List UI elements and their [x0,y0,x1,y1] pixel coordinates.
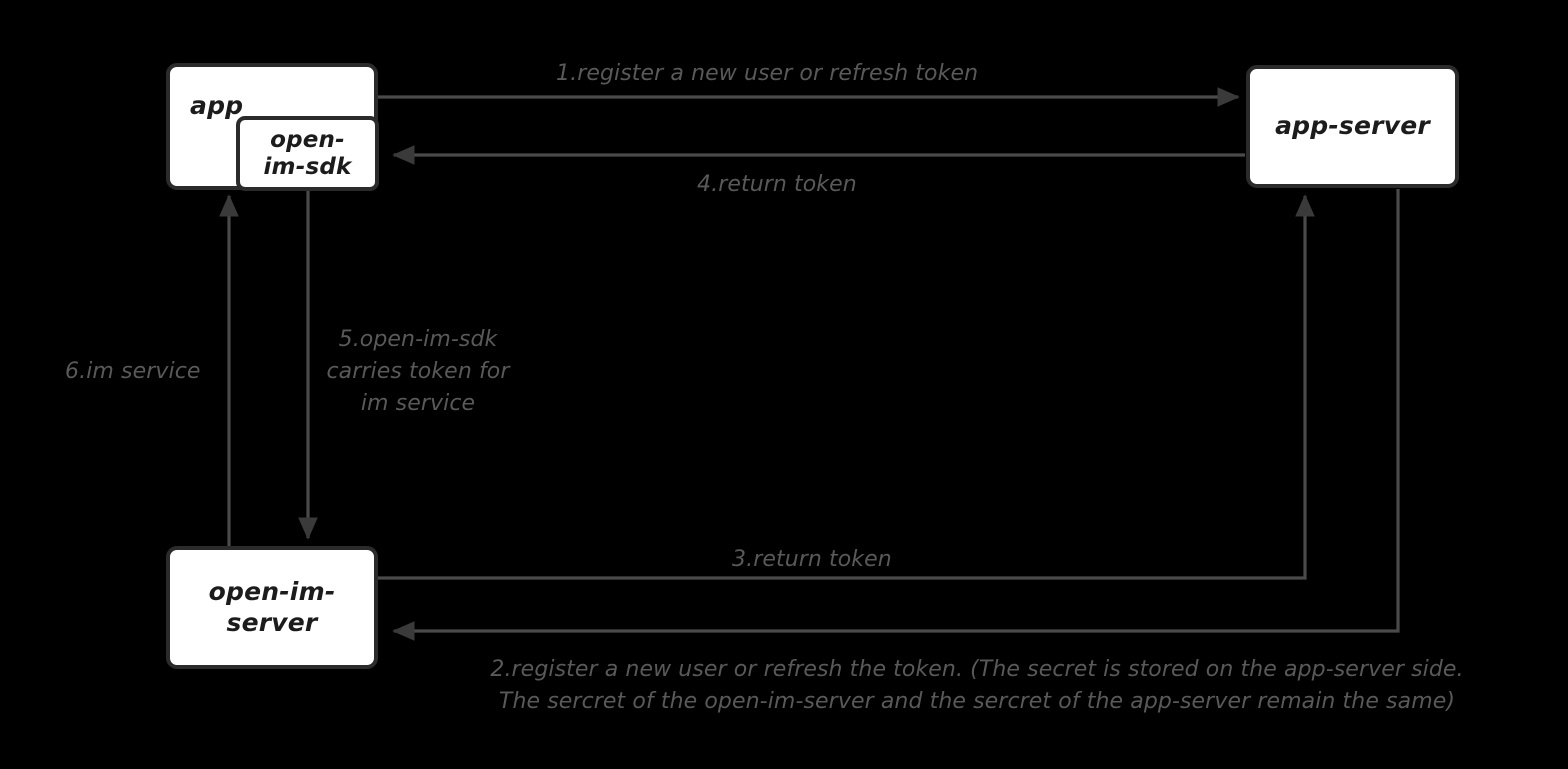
node-app-label: app [190,91,244,120]
node-app-server-label: app-server [1275,111,1430,141]
edge-4-label: 4.return token [697,172,857,197]
edge-5-label: 5.open-im-sdk carries token for im servi… [326,327,510,416]
node-open-im-sdk[interactable]: open- im-sdk [236,116,379,191]
edge-3-return-token [378,194,1315,580]
edge-1-label: 1.register a new user or refresh token [556,61,979,86]
edge-6-label: 6.im service [65,359,201,384]
node-app-server[interactable]: app-server [1246,65,1459,188]
edge-2-label: 2.register a new user or refresh the tok… [490,657,1464,714]
node-open-im-server[interactable]: open-im- server [166,546,378,669]
edge-3-label: 3.return token [732,547,892,572]
node-open-im-server-label: open-im- server [208,577,336,637]
edge-2-register-refresh-token [392,189,1400,641]
node-open-im-sdk-label: open- im-sdk [263,126,352,180]
